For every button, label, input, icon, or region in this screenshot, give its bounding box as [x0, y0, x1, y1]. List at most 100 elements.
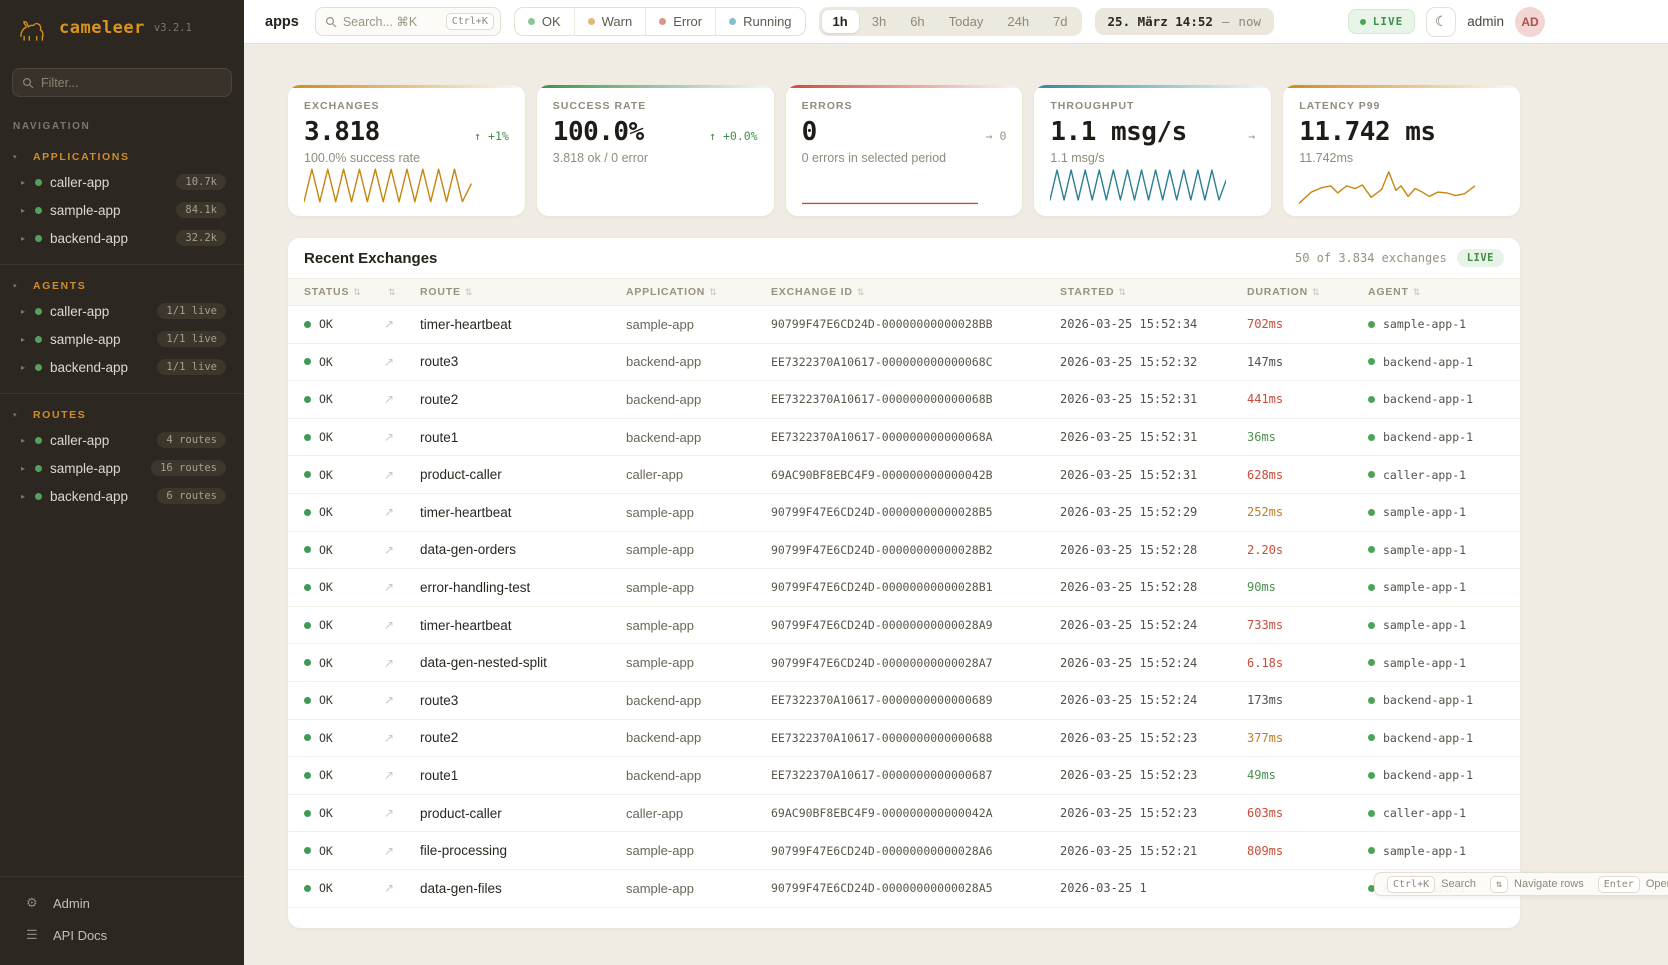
column-header-exchange-id[interactable]: EXCHANGE ID ⇅ — [771, 286, 866, 298]
sidebar-item-sample-app-agent[interactable]: ▸ sample-app 1/1 live — [0, 325, 244, 353]
started-cell: 2026-03-25 15:52:32 — [1060, 354, 1198, 369]
live-toggle[interactable]: LIVE — [1347, 9, 1416, 34]
table-row[interactable]: OK ↗ route1 backend-app EE7322370A10617-… — [288, 757, 1520, 795]
table-row[interactable]: OK ↗ route2 backend-app EE7322370A10617-… — [288, 720, 1520, 758]
sidebar-item-caller-app-agent[interactable]: ▸ caller-app 1/1 live — [0, 297, 244, 325]
column-header-duration[interactable]: DURATION ⇅ — [1247, 286, 1321, 298]
open-exchange-icon[interactable]: ↗ — [384, 505, 395, 520]
search-input[interactable] — [342, 14, 446, 29]
table-row[interactable]: OK ↗ route2 backend-app EE7322370A10617-… — [288, 381, 1520, 419]
column-header-status[interactable]: STATUS ⇅ — [304, 286, 362, 298]
started-cell: 2026-03-25 15:52:23 — [1060, 768, 1198, 783]
range-7d[interactable]: 7d — [1053, 14, 1068, 29]
agent-cell: caller-app-1 — [1368, 468, 1504, 482]
chevron-down-icon: ▾ — [13, 412, 17, 419]
table-row[interactable]: OK ↗ route1 backend-app EE7322370A10617-… — [288, 419, 1520, 457]
section-header-routes[interactable]: ▾ ROUTES — [13, 409, 87, 421]
chevron-right-icon: ▸ — [21, 177, 26, 187]
open-exchange-icon[interactable]: ↗ — [384, 881, 395, 896]
theme-toggle-button[interactable]: ☾ — [1426, 6, 1457, 37]
open-exchange-icon[interactable]: ↗ — [384, 843, 395, 858]
table-row[interactable]: OK ↗ timer-heartbeat sample-app 90799F47… — [288, 494, 1520, 532]
sidebar-item-sample-app-routes[interactable]: ▸ sample-app 16 routes — [0, 454, 244, 482]
sidebar-item-sample-app[interactable]: ▸ sample-app 84.1k — [0, 196, 244, 224]
date-range-chip[interactable]: 25. März 14:52 – now — [1094, 8, 1274, 35]
filter-running[interactable]: Running — [715, 8, 804, 35]
section-applications: ▾ APPLICATIONS ▸ caller-app 10.7k ▸ samp… — [0, 136, 244, 264]
card-throughput[interactable]: THROUGHPUT 1.1 msg/s → 1.1 msg/s — [1034, 85, 1272, 216]
agent-status-dot — [1368, 847, 1375, 855]
chevron-right-icon: ▸ — [21, 205, 26, 215]
section-header-agents[interactable]: ▾ AGENTS — [13, 280, 87, 292]
route-cell: timer-heartbeat — [420, 617, 512, 633]
range-today[interactable]: Today — [948, 14, 984, 29]
sidebar-item-admin[interactable]: ⚙ Admin — [26, 895, 90, 911]
card-success-rate[interactable]: SUCCESS RATE 100.0% ↑ +0.0% 3.818 ok / 0… — [536, 85, 774, 216]
column-header-application[interactable]: APPLICATION ⇅ — [626, 286, 718, 298]
table-row[interactable]: OK ↗ route3 backend-app EE7322370A10617-… — [288, 344, 1520, 382]
open-exchange-icon[interactable]: ↗ — [384, 580, 395, 595]
ok-status-dot — [304, 320, 311, 328]
table-row[interactable]: OK ↗ product-caller caller-app 69AC90BF8… — [288, 795, 1520, 833]
filter-error[interactable]: Error — [645, 8, 715, 35]
chevron-down-icon: ▾ — [13, 283, 17, 290]
sidebar-item-api-docs[interactable]: ☰ API Docs — [26, 927, 108, 943]
open-exchange-icon[interactable]: ↗ — [384, 655, 395, 670]
open-exchange-icon[interactable]: ↗ — [384, 806, 395, 821]
range-1h[interactable]: 1h — [821, 10, 859, 33]
table-row[interactable]: OK ↗ error-handling-test sample-app 9079… — [288, 569, 1520, 607]
open-exchange-icon[interactable]: ↗ — [384, 392, 395, 407]
table-row[interactable]: OK ↗ file-processing sample-app 90799F47… — [288, 832, 1520, 870]
table-row[interactable]: OK ↗ timer-heartbeat sample-app 90799F47… — [288, 607, 1520, 645]
table-row[interactable]: OK ↗ data-gen-orders sample-app 90799F47… — [288, 532, 1520, 570]
range-6h[interactable]: 6h — [910, 14, 925, 29]
ok-status-dot — [304, 621, 311, 629]
sidebar-item-caller-app[interactable]: ▸ caller-app 10.7k — [0, 168, 244, 196]
open-exchange-icon[interactable]: ↗ — [384, 430, 395, 445]
table-body: OK ↗ timer-heartbeat sample-app 90799F47… — [288, 306, 1520, 908]
open-exchange-icon[interactable]: ↗ — [384, 730, 395, 745]
filter-ok[interactable]: OK — [515, 8, 574, 35]
open-exchange-icon[interactable]: ↗ — [384, 542, 395, 557]
open-exchange-icon[interactable]: ↗ — [384, 317, 395, 332]
agent-status-dot — [1368, 771, 1375, 779]
open-exchange-icon[interactable]: ↗ — [384, 618, 395, 633]
trend-up-indicator: ↑ +0.0% — [709, 129, 758, 143]
open-exchange-icon[interactable]: ↗ — [384, 467, 395, 482]
column-header-link[interactable]: ⇅ — [384, 287, 420, 298]
card-latency-p99[interactable]: LATENCY P99 11.742 ms 11.742ms — [1283, 85, 1520, 216]
application-cell: caller-app — [626, 805, 684, 821]
avatar[interactable]: AD — [1515, 6, 1545, 37]
column-header-agent[interactable]: AGENT ⇅ — [1368, 286, 1422, 298]
sidebar-filter-input[interactable] — [12, 68, 232, 97]
table-row[interactable]: OK ↗ timer-heartbeat sample-app 90799F47… — [288, 306, 1520, 344]
column-header-route[interactable]: ROUTE ⇅ — [420, 286, 474, 298]
section-header-applications[interactable]: ▾ APPLICATIONS — [13, 151, 130, 163]
table-row[interactable]: OK ↗ data-gen-files sample-app 90799F47E… — [288, 870, 1520, 908]
sidebar-item-caller-app-routes[interactable]: ▸ caller-app 4 routes — [0, 426, 244, 454]
app-logo[interactable]: cameleer v3.2.1 — [0, 0, 244, 54]
range-3h[interactable]: 3h — [871, 14, 887, 29]
table-row[interactable]: OK ↗ data-gen-nested-split sample-app 90… — [288, 644, 1520, 682]
open-exchange-icon[interactable]: ↗ — [384, 768, 395, 783]
column-header-started[interactable]: STARTED ⇅ — [1060, 286, 1127, 298]
sidebar-item-backend-app-agent[interactable]: ▸ backend-app 1/1 live — [0, 353, 244, 381]
open-exchange-icon[interactable]: ↗ — [384, 693, 395, 708]
ok-status-dot — [304, 546, 311, 554]
application-cell: backend-app — [626, 391, 702, 407]
global-search[interactable]: Ctrl+K — [314, 7, 501, 36]
card-exchanges[interactable]: EXCHANGES 3.818 ↑ +1% 100.0% success rat… — [288, 85, 525, 216]
errors-value: 0 — [801, 117, 818, 147]
ok-status-dot — [304, 583, 311, 591]
range-24h[interactable]: 24h — [1007, 14, 1030, 29]
filter-warn[interactable]: Warn — [573, 8, 646, 35]
sidebar-item-backend-app[interactable]: ▸ backend-app 32.2k — [0, 224, 244, 252]
open-exchange-icon[interactable]: ↗ — [384, 354, 395, 369]
sidebar-item-backend-app-routes[interactable]: ▸ backend-app 6 routes — [0, 482, 244, 510]
table-live-badge[interactable]: LIVE — [1456, 249, 1504, 267]
card-errors[interactable]: ERRORS 0 → 0 0 errors in selected period — [785, 85, 1023, 216]
exchange-id-cell: EE7322370A10617-0000000000000688 — [771, 730, 993, 745]
table-row[interactable]: OK ↗ product-caller caller-app 69AC90BF8… — [288, 456, 1520, 494]
table-row[interactable]: OK ↗ route3 backend-app EE7322370A10617-… — [288, 682, 1520, 720]
duration-cell: 603ms — [1247, 806, 1284, 821]
